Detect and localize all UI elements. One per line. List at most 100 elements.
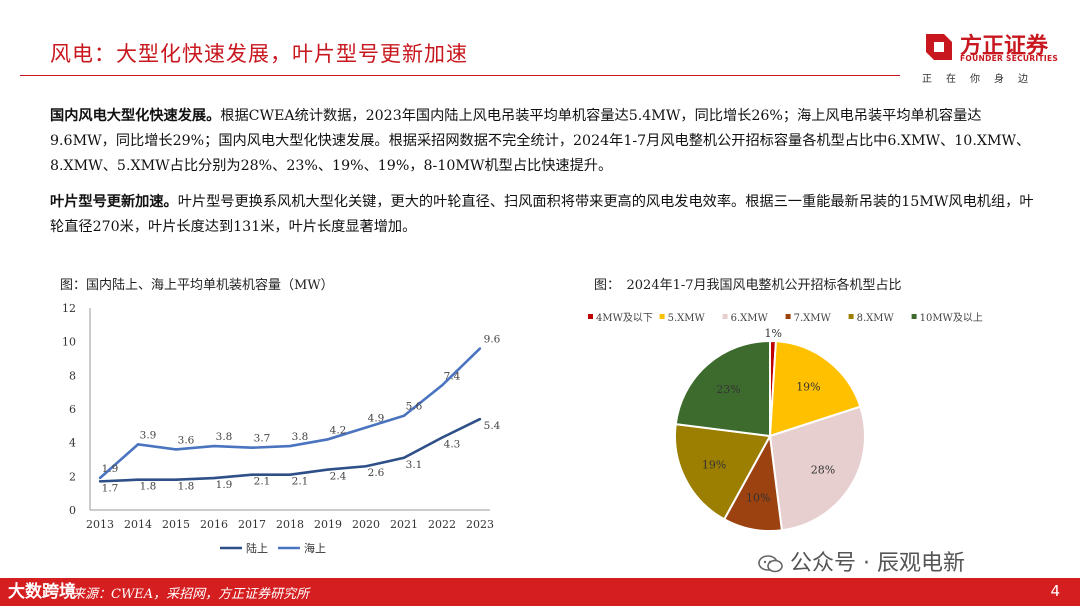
data-label: 3.7	[254, 433, 271, 445]
data-point	[478, 417, 482, 421]
legend-swatch	[785, 314, 791, 319]
slice-label: 19%	[796, 380, 820, 393]
pie-slice	[674, 339, 771, 438]
paragraph-lead: 国内风电大型化快速发展。	[50, 108, 221, 124]
paragraph-large-scale: 国内风电大型化快速发展。根据CWEA统计数据，2023年国内陆上风电吊装平均单机…	[50, 104, 1035, 179]
y-tick-label: 4	[69, 437, 76, 450]
data-point	[364, 426, 368, 429]
watermark-text: 公众号 · 辰观电新	[790, 551, 965, 576]
series-line-0	[99, 417, 481, 483]
data-label: 1.8	[178, 481, 195, 493]
legend-label: 海上	[304, 541, 326, 555]
data-point	[288, 444, 292, 448]
legend-label: 4MW及以下	[596, 312, 653, 324]
x-tick-label: 2019	[314, 518, 342, 531]
legend-label: 6.XMW	[731, 313, 769, 324]
logo-english-name: FOUNDER SECURITIES	[960, 54, 1059, 63]
data-point	[174, 448, 178, 451]
data-point	[440, 436, 444, 439]
data-label: 1.7	[102, 482, 119, 494]
data-label: 3.6	[178, 434, 195, 446]
paragraph-body: 根据CWEA统计数据，2023年国内陆上风电吊装平均单机容量达5.4MW，同比增…	[50, 108, 1031, 174]
legend-swatch	[911, 314, 917, 319]
legend-swatch	[848, 314, 854, 319]
paragraph-lead: 叶片型号更新加速。	[50, 194, 178, 210]
legend-label: 10MW及以上	[920, 312, 983, 324]
page-number: 4	[1050, 582, 1060, 600]
data-point	[364, 465, 368, 468]
y-tick-label: 10	[62, 336, 76, 349]
founder-logo: 方正证券 FOUNDER SECURITIES 正在你身边	[922, 26, 1062, 86]
source-note: 来源：CWEA，采招网，方正证券研究所	[72, 587, 310, 602]
x-tick-label: 2015	[162, 518, 190, 531]
data-label: 7.4	[444, 370, 461, 382]
data-label: 3.8	[216, 431, 233, 443]
data-label: 9.6	[484, 333, 500, 345]
data-point	[402, 456, 406, 460]
data-label: 4.3	[444, 439, 461, 451]
data-label: 2.1	[292, 476, 309, 488]
data-point	[212, 444, 216, 448]
data-point	[136, 443, 140, 446]
pie-chart-title: 图： 2024年1-7月我国风电整机公开招标各机型占比	[594, 278, 902, 293]
pie-slice	[674, 422, 772, 521]
slice-label: 28%	[811, 464, 835, 477]
data-point	[440, 384, 444, 387]
wechat-icon	[758, 555, 783, 573]
data-label: 1.8	[140, 481, 157, 493]
legend-label: 8.XMW	[857, 313, 895, 324]
data-label: 1.9	[102, 463, 119, 475]
x-tick-label: 2016	[200, 518, 228, 531]
data-label: 5.4	[484, 420, 500, 432]
x-tick-label: 2014	[124, 518, 152, 531]
paragraph-body: 叶片型号更换系风机大型化关键，更大的叶轮直径、扫风面积将带来更高的风电发电效率。…	[50, 194, 1034, 235]
line-chart-title: 图：国内陆上、海上平均单机装机容量（MW）	[60, 278, 334, 293]
legend-swatch	[588, 314, 593, 319]
data-label: 1.9	[216, 479, 233, 491]
legend-label: 7.XMW	[794, 313, 832, 324]
data-label: 2.1	[254, 476, 271, 488]
pie-slice	[768, 405, 866, 532]
series-line-1	[99, 347, 481, 479]
x-tick-label: 2013	[86, 518, 114, 531]
data-label: 3.8	[292, 431, 309, 443]
data-label: 3.9	[140, 429, 157, 441]
footer-bar	[0, 578, 1080, 606]
data-label: 4.2	[330, 424, 347, 436]
logo-chinese-name: 方正证券	[960, 34, 1049, 59]
founder-logo-mark-icon	[926, 34, 952, 60]
y-tick-label: 8	[69, 369, 76, 382]
line-chart: 0 2 4 6 8 10 12 2013 2014 2015 2016 2017 2018 2019 202…	[62, 302, 500, 555]
y-tick-label: 6	[69, 403, 76, 416]
data-point	[212, 476, 216, 480]
y-tick-label: 12	[62, 302, 76, 315]
slice-label: 23%	[716, 383, 740, 396]
data-label: 2.4	[330, 471, 347, 483]
data-point	[326, 438, 330, 441]
page-title: 风电：大型化快速发展，叶片型号更新加速	[50, 42, 468, 66]
data-label: 4.9	[368, 413, 385, 425]
data-point	[174, 478, 178, 481]
slice-label: 1%	[765, 327, 782, 340]
logo-slogan: 正在你身边	[922, 74, 1042, 85]
y-tick-label: 0	[69, 504, 76, 517]
legend-swatch	[659, 314, 665, 319]
data-point	[402, 414, 406, 417]
brand-text: 大数跨境	[8, 582, 76, 602]
data-label: 3.1	[406, 459, 423, 471]
title-rule	[20, 75, 900, 76]
data-point	[250, 473, 254, 476]
x-tick-label: 2022	[428, 518, 456, 531]
legend-label: 5.XMW	[668, 313, 706, 324]
x-tick-label: 2017	[238, 518, 266, 531]
x-tick-label: 2023	[466, 518, 494, 531]
data-label: 2.6	[368, 467, 385, 479]
pie-chart: 4MW及以下 5.XMW 6.XMW 7.XMW 8.XMW 10MW及以上 1% 19% 28…	[588, 312, 983, 532]
data-point	[288, 473, 292, 476]
data-point	[478, 347, 482, 350]
slice-label: 19%	[702, 458, 726, 471]
paragraph-blade: 叶片型号更新加速。叶片型号更换系风机大型化关键，更大的叶轮直径、扫风面积将带来更…	[50, 190, 1035, 240]
x-tick-label: 2021	[390, 518, 418, 531]
y-tick-label: 2	[69, 470, 76, 483]
x-tick-label: 2020	[352, 518, 380, 531]
